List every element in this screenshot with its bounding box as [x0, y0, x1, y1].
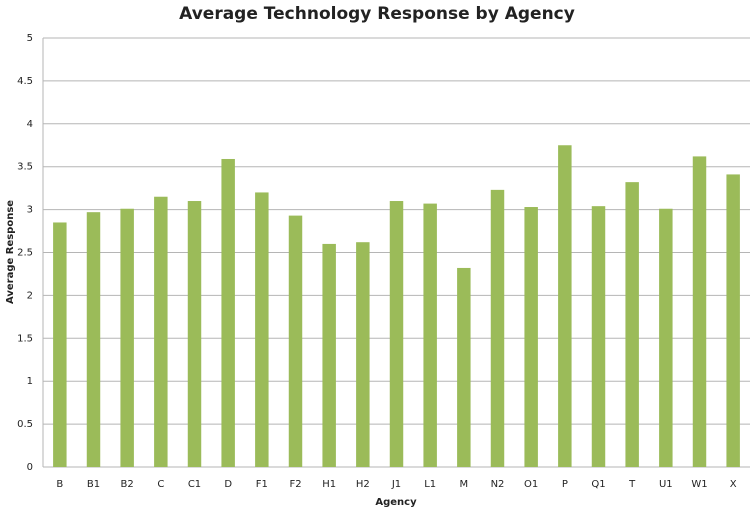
x-tick-label: D [224, 479, 232, 490]
y-tick-label: 0 [27, 462, 33, 473]
x-tick-label: N2 [491, 479, 505, 490]
x-tick-label: T [628, 479, 636, 490]
bar [625, 182, 639, 468]
bar [288, 215, 303, 467]
x-tick-label: U1 [659, 479, 673, 490]
bar [154, 196, 168, 468]
bar [490, 189, 505, 467]
y-tick-label: 1 [27, 376, 33, 387]
bar [524, 207, 538, 467]
bar [726, 174, 740, 467]
bar [322, 243, 336, 467]
bar [457, 267, 471, 467]
bar [692, 156, 707, 468]
bar [591, 206, 606, 467]
x-tick-label: B2 [121, 479, 134, 490]
x-tick-label: P [562, 479, 568, 490]
x-tick-label: C1 [188, 479, 201, 490]
x-tick-label: F1 [256, 479, 268, 490]
bar [423, 203, 437, 467]
y-axis-title: Average Response [5, 200, 16, 304]
chart-title: Average Technology Response by Agency [179, 4, 575, 24]
y-tick-label: 4.5 [17, 76, 33, 87]
y-tick-label: 2 [27, 290, 33, 301]
y-tick-label: 1.5 [17, 333, 33, 344]
y-tick-label: 4 [27, 119, 33, 130]
bar [187, 201, 202, 467]
y-tick-label: 5 [27, 33, 33, 44]
y-tick-label: 0.5 [17, 419, 33, 430]
x-tick-label: B1 [87, 479, 100, 490]
y-tick-label: 2.5 [17, 248, 33, 259]
y-tick-label: 3.5 [17, 162, 33, 173]
bar [356, 242, 370, 467]
bar [659, 208, 673, 467]
x-tick-label: X [730, 479, 737, 490]
x-tick-label: M [460, 479, 469, 490]
x-tick-label: L1 [424, 479, 436, 490]
bar [558, 145, 572, 467]
x-tick-label: C [157, 479, 164, 490]
x-tick-label: Q1 [591, 479, 605, 490]
bar [255, 192, 269, 467]
x-axis-title: Agency [375, 497, 417, 508]
x-tick-label: F2 [289, 479, 301, 490]
bar [86, 212, 101, 467]
bar [389, 201, 404, 467]
x-tick-label: O1 [524, 479, 538, 490]
bar [221, 158, 235, 467]
x-tick-label: H2 [356, 479, 370, 490]
x-tick-label: J1 [391, 479, 401, 490]
x-tick-label: B [56, 479, 63, 490]
y-tick-label: 3 [27, 205, 33, 216]
bar [120, 208, 134, 467]
bar [53, 222, 67, 467]
x-tick-label: W1 [691, 479, 707, 490]
x-tick-label: H1 [322, 479, 336, 490]
